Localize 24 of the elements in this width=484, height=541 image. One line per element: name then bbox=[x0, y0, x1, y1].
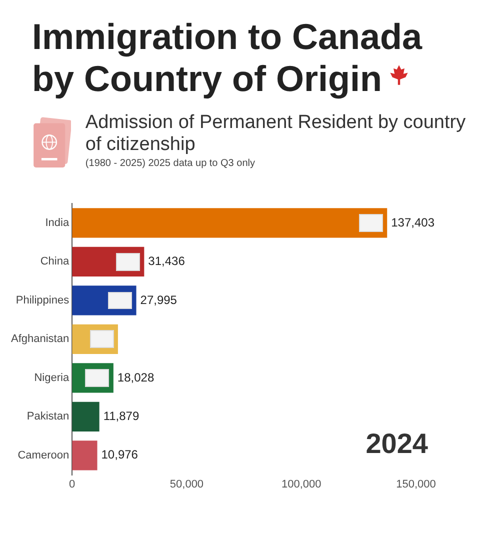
chart-title: Immigration to Canada by Country of Origin bbox=[32, 16, 422, 99]
bar bbox=[72, 402, 100, 432]
data-label: 137,403 bbox=[391, 215, 435, 230]
x-tick-label: 0 bbox=[69, 478, 76, 490]
y-tick-label: Philippines bbox=[16, 294, 70, 306]
data-label: 11,879 bbox=[103, 409, 140, 423]
bar bbox=[72, 208, 388, 238]
x-tick-label: 150,000 bbox=[396, 478, 436, 490]
annotation: 2024 bbox=[366, 428, 428, 460]
x-tick-label: 50,000 bbox=[170, 478, 204, 490]
y-tick-label: Pakistan bbox=[26, 410, 70, 423]
data-label: 27,995 bbox=[140, 292, 178, 307]
y-tick-label: Cameroon bbox=[18, 449, 70, 462]
data-label: 31,436 bbox=[148, 254, 186, 268]
data-label: 18,028 bbox=[117, 370, 154, 384]
y-tick-label: Afghanistan bbox=[10, 333, 70, 346]
y-tick-label: India bbox=[45, 217, 70, 230]
y-tick-label: Nigeria bbox=[34, 372, 70, 384]
x-tick-label: 100,000 bbox=[281, 478, 322, 490]
y-tick-label: China bbox=[40, 256, 70, 268]
data-label: 10,976 bbox=[101, 448, 138, 462]
text: (1980 - 2025) 2025 data up to Q3 only bbox=[85, 158, 256, 169]
bar bbox=[72, 440, 98, 470]
chart-subtitle: Admission of Permanent Resident by country of citizenship bbox=[85, 112, 467, 156]
